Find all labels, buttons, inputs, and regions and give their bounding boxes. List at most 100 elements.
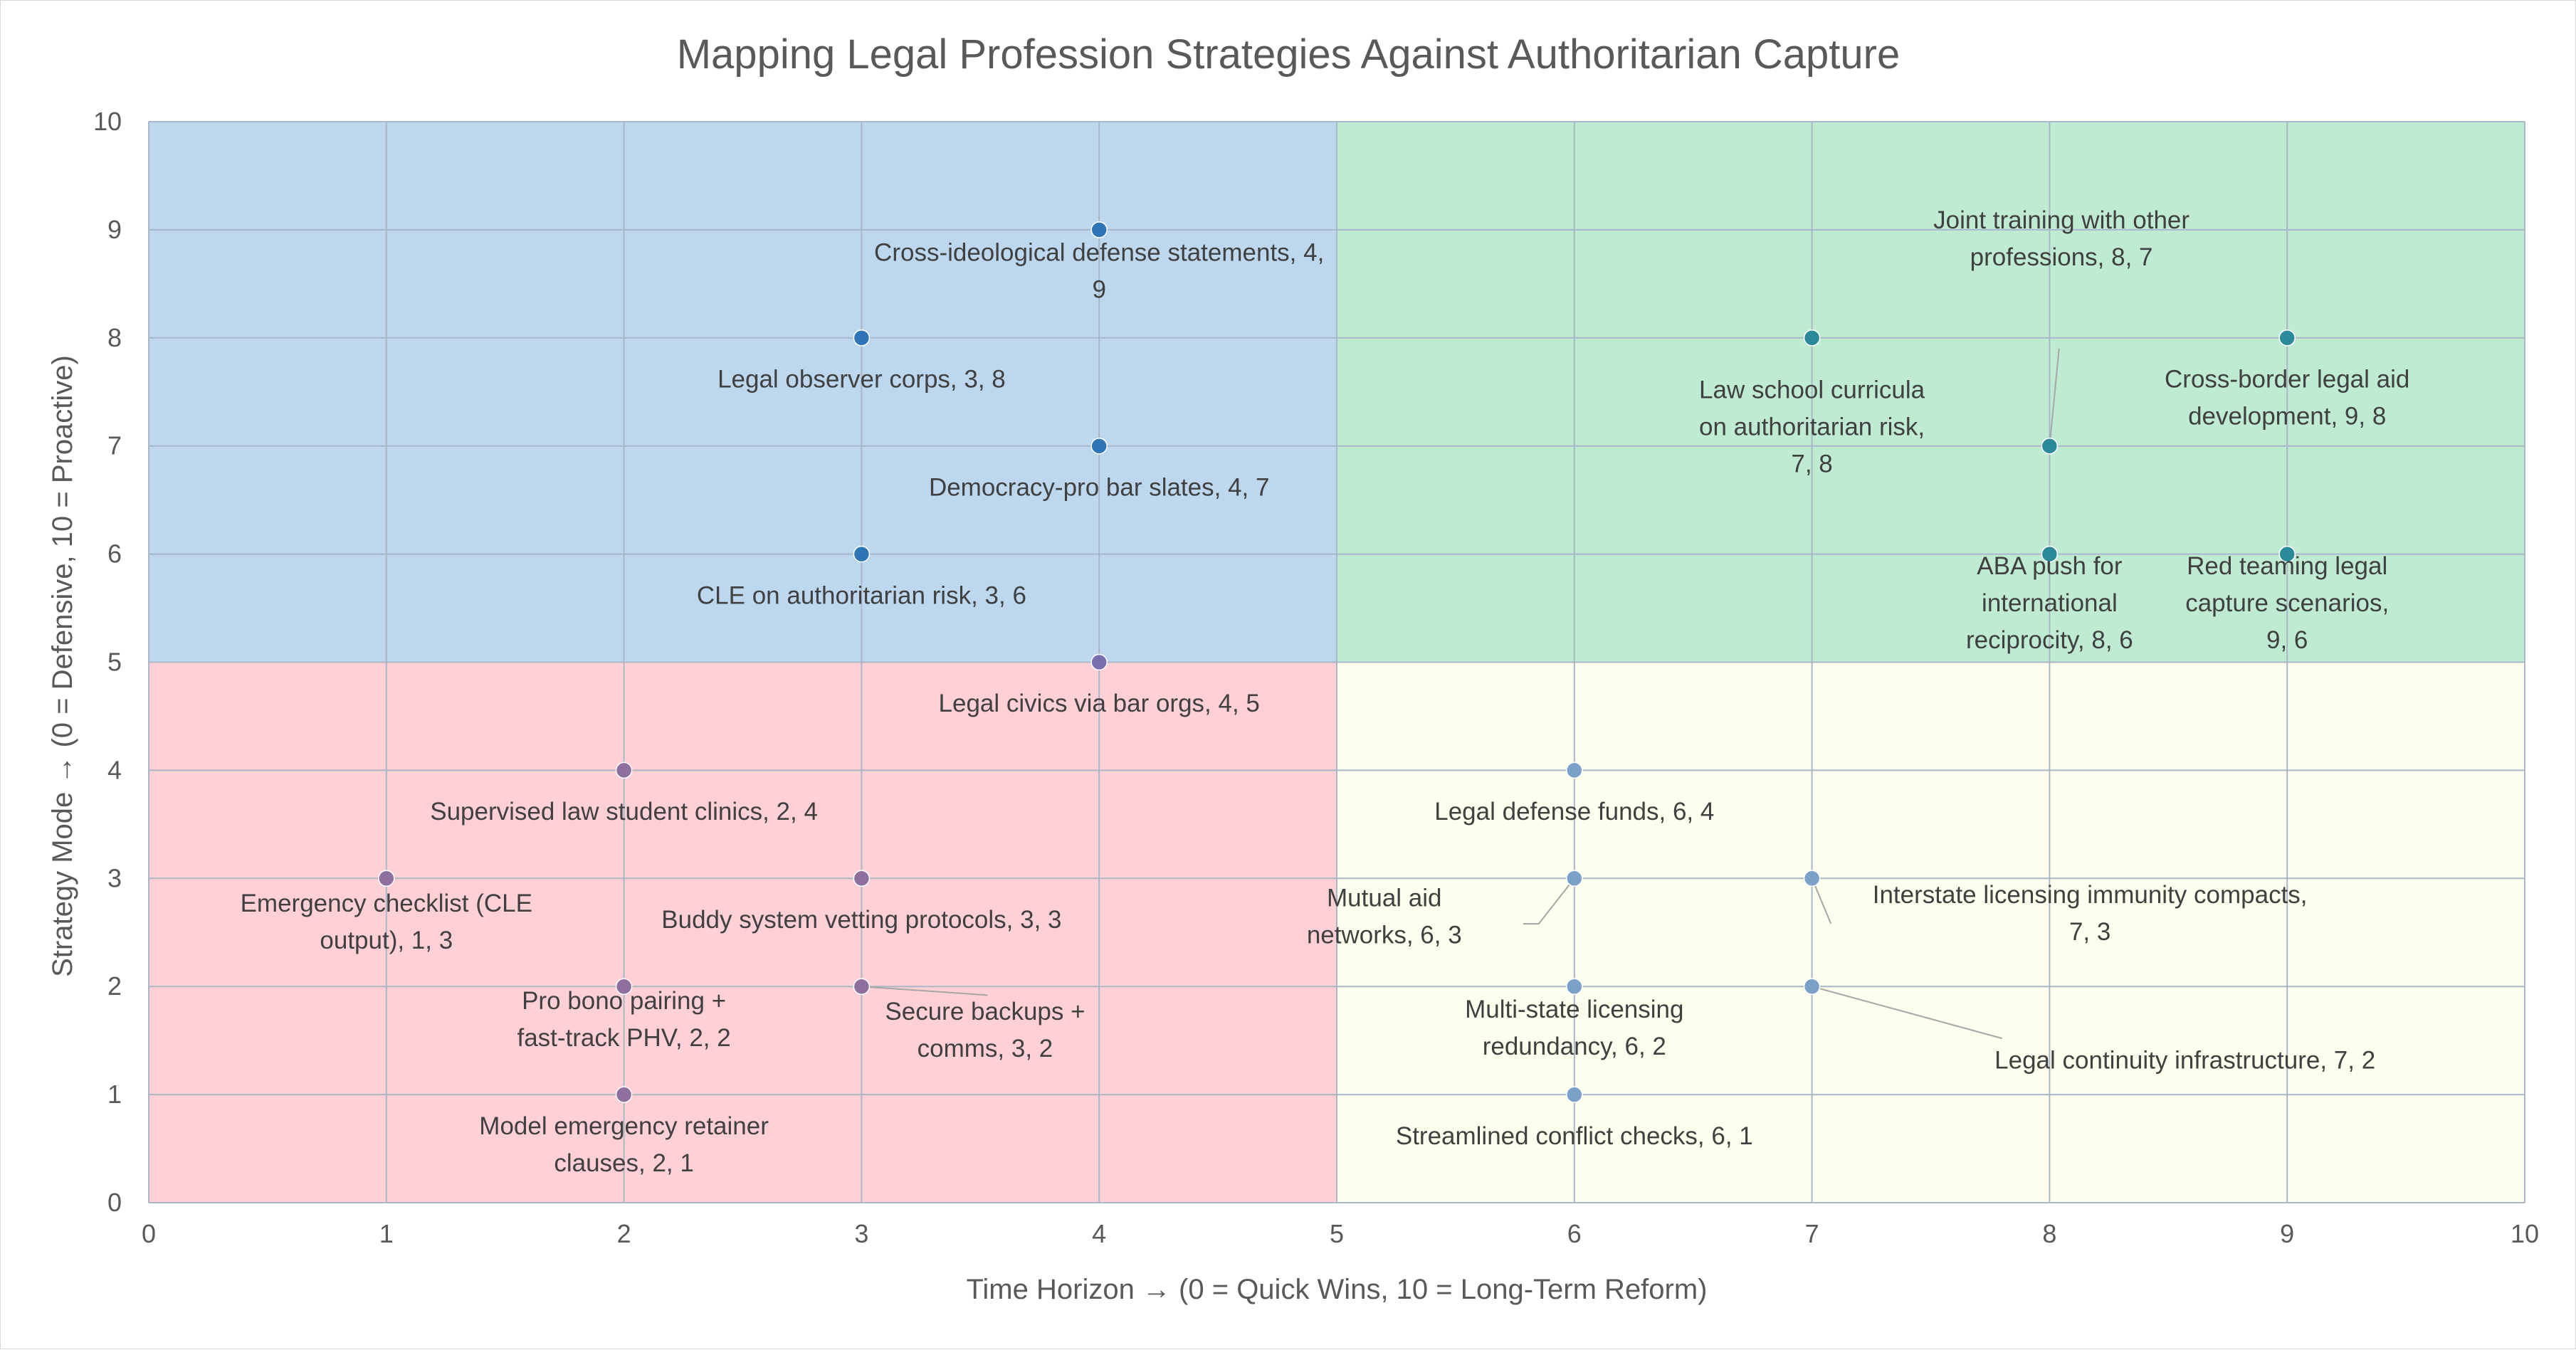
data-label-line: reciprocity, 8, 6 bbox=[1966, 626, 2133, 654]
data-label-line: output), 1, 3 bbox=[320, 927, 453, 954]
data-label-line: networks, 6, 3 bbox=[1307, 921, 1462, 949]
data-label-line: comms, 3, 2 bbox=[918, 1035, 1053, 1062]
quadrant-2 bbox=[149, 662, 1337, 1203]
data-point bbox=[1090, 221, 1108, 238]
data-label: Legal observer corps, 3, 8 bbox=[717, 366, 1006, 394]
quadrant-3 bbox=[1337, 662, 2525, 1203]
data-point bbox=[615, 978, 633, 995]
data-label-line: Streamlined conflict checks, 6, 1 bbox=[1396, 1122, 1753, 1150]
data-label-line: Cross-ideological defense statements, 4, bbox=[874, 239, 1324, 267]
tick-labels: 0 1 2 3 4 5 6 7 8 9 10 0 1 2 3 4 5 6 7 8 9 10 bbox=[93, 107, 2539, 1248]
data-label-line: Red teaming legal bbox=[2187, 552, 2387, 580]
data-label: Model emergency retainer clauses, 2, 1 bbox=[479, 1112, 769, 1177]
quadrant-backgrounds bbox=[149, 122, 2525, 1203]
data-label-line: Legal civics via bar orgs, 4, 5 bbox=[939, 690, 1260, 717]
data-label: Joint training with other professions, 8,… bbox=[1933, 206, 2189, 271]
data-label: Democracy-pro bar slates, 4, 7 bbox=[929, 473, 1270, 501]
y-tick-label: 9 bbox=[107, 215, 122, 244]
data-point bbox=[2041, 545, 2059, 563]
data-label-line: professions, 8, 7 bbox=[1970, 243, 2153, 271]
data-label: CLE on authoritarian risk, 3, 6 bbox=[697, 581, 1026, 609]
data-label: Mutual aid networks, 6, 3 bbox=[1307, 884, 1462, 949]
data-label: Emergency checklist (CLE output), 1, 3 bbox=[241, 890, 532, 954]
quadrant-0 bbox=[149, 122, 1337, 663]
data-label-line: Supervised law student clinics, 2, 4 bbox=[430, 798, 818, 826]
data-label: Secure backups + comms, 3, 2 bbox=[885, 998, 1085, 1062]
x-axis-title: Time Horizon → (0 = Quick Wins, 10 = Lon… bbox=[966, 1274, 1707, 1305]
x-tick-label: 3 bbox=[854, 1219, 868, 1248]
data-label-line: 9, 6 bbox=[2266, 626, 2308, 654]
data-label: Law school curricula on authoritarian ris… bbox=[1699, 376, 1925, 478]
data-label-line: Legal continuity infrastructure, 7, 2 bbox=[1994, 1046, 2375, 1074]
data-label-line: clauses, 2, 1 bbox=[554, 1149, 694, 1177]
data-point bbox=[1566, 978, 1583, 995]
data-label: Streamlined conflict checks, 6, 1 bbox=[1396, 1122, 1753, 1150]
data-label-line: Mutual aid bbox=[1327, 884, 1441, 912]
data-point bbox=[615, 1086, 633, 1103]
data-label-line: redundancy, 6, 2 bbox=[1483, 1033, 1666, 1060]
y-tick-label: 7 bbox=[107, 431, 122, 460]
data-point bbox=[1566, 870, 1583, 887]
y-tick-label: 2 bbox=[107, 971, 122, 1001]
y-axis-title: Strategy Mode → (0 = Defensive, 10 = Pro… bbox=[47, 355, 78, 977]
y-tick-label: 1 bbox=[107, 1080, 122, 1109]
data-point bbox=[853, 545, 871, 563]
chart-title: Mapping Legal Profession Strategies Agai… bbox=[677, 31, 1901, 78]
data-label-line: CLE on authoritarian risk, 3, 6 bbox=[697, 581, 1026, 609]
data-point bbox=[1566, 1086, 1583, 1103]
data-label-line: Democracy-pro bar slates, 4, 7 bbox=[929, 473, 1270, 501]
data-point bbox=[1090, 437, 1108, 455]
data-label: Cross-ideological defense statements, 4,… bbox=[874, 239, 1324, 304]
data-label-line: Pro bono pairing + bbox=[522, 987, 726, 1015]
data-point bbox=[1803, 978, 1821, 995]
data-point bbox=[1803, 870, 1821, 887]
data-label-line: Joint training with other bbox=[1933, 206, 2189, 234]
data-label-line: Model emergency retainer bbox=[479, 1112, 769, 1140]
data-label-line: Buddy system vetting protocols, 3, 3 bbox=[661, 906, 1061, 934]
quadrant-1 bbox=[1337, 122, 2525, 663]
data-label: Legal defense funds, 6, 4 bbox=[1434, 798, 1714, 826]
leader-line bbox=[1812, 986, 2002, 1040]
leader-line bbox=[2049, 348, 2060, 446]
y-tick-label: 10 bbox=[93, 107, 122, 136]
data-label-line: development, 9, 8 bbox=[2188, 402, 2386, 430]
data-label-line: Emergency checklist (CLE bbox=[241, 890, 532, 917]
y-tick-label: 6 bbox=[107, 539, 122, 569]
data-point bbox=[2278, 329, 2296, 347]
gridlines bbox=[148, 121, 2525, 1203]
x-tick-label: 2 bbox=[617, 1219, 631, 1248]
data-label-line: Law school curricula bbox=[1699, 376, 1925, 404]
data-label: Supervised law student clinics, 2, 4 bbox=[430, 798, 818, 826]
leader-line bbox=[861, 986, 988, 996]
data-label-line: fast-track PHV, 2, 2 bbox=[517, 1024, 730, 1052]
x-tick-label: 5 bbox=[1330, 1219, 1344, 1248]
x-tick-label: 8 bbox=[2042, 1219, 2056, 1248]
data-label: Interstate licensing immunity compacts, 7… bbox=[1873, 881, 2308, 946]
data-label-line: Secure backups + bbox=[885, 998, 1085, 1025]
data-label: Buddy system vetting protocols, 3, 3 bbox=[661, 906, 1061, 934]
data-label-line: Legal defense funds, 6, 4 bbox=[1434, 798, 1714, 826]
data-label: Cross-border legal aid development, 9, 8 bbox=[2165, 365, 2409, 430]
data-label: Multi-state licensing redundancy, 6, 2 bbox=[1465, 996, 1683, 1060]
data-point bbox=[853, 870, 871, 887]
x-tick-label: 4 bbox=[1092, 1219, 1106, 1248]
data-label: Red teaming legal capture scenarios, 9, 6 bbox=[2185, 552, 2389, 654]
data-point bbox=[853, 329, 871, 347]
x-tick-label: 1 bbox=[379, 1219, 394, 1248]
data-label-line: on authoritarian risk, bbox=[1699, 413, 1925, 441]
data-point bbox=[1803, 329, 1821, 347]
data-label-line: 9 bbox=[1092, 276, 1105, 304]
data-label-line: 7, 3 bbox=[2069, 918, 2110, 946]
data-points bbox=[378, 221, 2296, 1103]
y-tick-label: 3 bbox=[107, 863, 122, 892]
y-tick-label: 5 bbox=[107, 648, 122, 677]
data-point bbox=[615, 761, 633, 779]
data-label-line: Multi-state licensing bbox=[1465, 996, 1683, 1023]
data-label-line: international bbox=[1982, 589, 2118, 617]
y-tick-label: 0 bbox=[107, 1188, 122, 1217]
leader-line bbox=[1523, 877, 1575, 925]
data-label-line: Interstate licensing immunity compacts, bbox=[1873, 881, 2308, 909]
data-label-line: ABA push for bbox=[1977, 552, 2123, 580]
